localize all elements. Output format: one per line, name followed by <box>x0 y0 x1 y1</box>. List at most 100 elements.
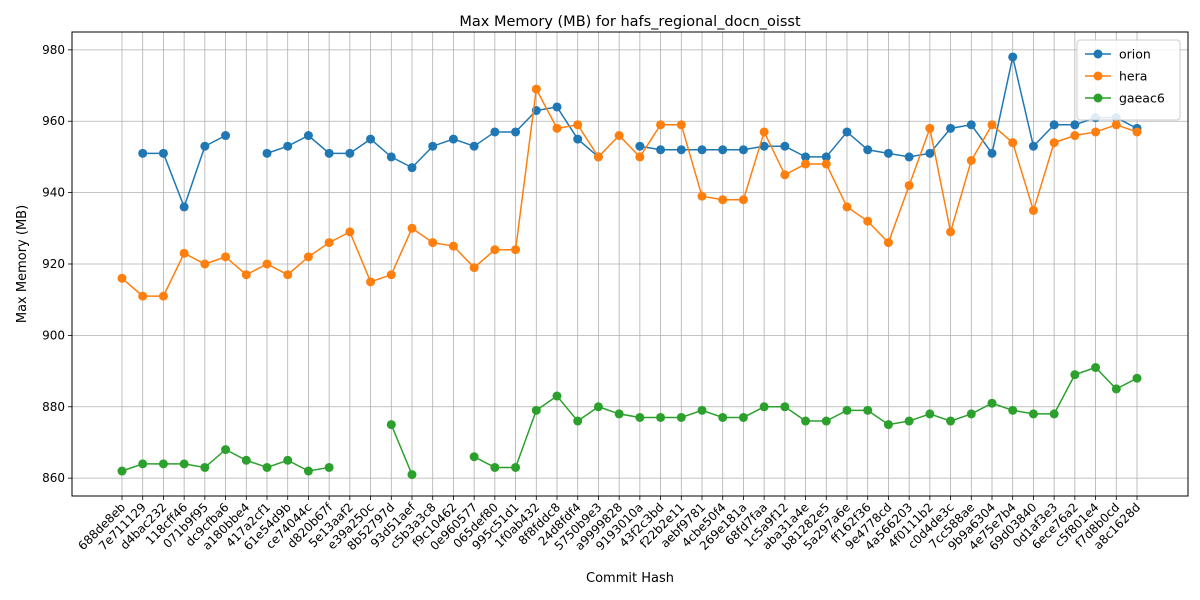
data-point-orion <box>946 123 956 133</box>
data-point-hera <box>718 195 728 205</box>
data-point-hera <box>158 291 168 301</box>
chart-title: Max Memory (MB) for hafs_regional_docn_o… <box>459 14 801 30</box>
data-point-gaeac6 <box>883 420 893 430</box>
data-point-gaeac6 <box>1049 409 1059 419</box>
data-point-orion <box>138 148 148 158</box>
data-point-hera <box>966 155 976 165</box>
data-point-gaeac6 <box>324 462 334 472</box>
data-point-gaeac6 <box>1028 409 1038 419</box>
data-point-orion <box>324 148 334 158</box>
data-point-gaeac6 <box>221 445 231 455</box>
data-point-hera <box>842 202 852 212</box>
data-point-hera <box>1091 127 1101 137</box>
data-point-orion <box>366 134 376 144</box>
data-point-orion <box>179 202 189 212</box>
data-point-orion <box>448 134 458 144</box>
data-point-hera <box>221 252 231 262</box>
legend-marker <box>1093 71 1103 81</box>
legend-item-orion: orion <box>1085 47 1151 62</box>
series-line-gaeac6 <box>390 424 413 475</box>
data-point-hera <box>283 270 293 280</box>
data-point-hera <box>490 245 500 255</box>
data-point-orion <box>759 141 769 151</box>
data-point-orion <box>1049 120 1059 130</box>
data-point-hera <box>179 248 189 258</box>
data-point-orion <box>904 152 914 162</box>
data-point-gaeac6 <box>303 466 313 476</box>
data-point-gaeac6 <box>552 391 562 401</box>
y-tick-label: 940 <box>42 186 65 200</box>
data-point-gaeac6 <box>635 412 645 422</box>
data-point-gaeac6 <box>1008 405 1018 415</box>
data-point-orion <box>842 127 852 137</box>
data-point-gaeac6 <box>1091 363 1101 373</box>
y-tick-label: 880 <box>42 400 65 414</box>
data-point-gaeac6 <box>925 409 935 419</box>
legend-marker <box>1093 93 1103 103</box>
y-tick-label: 860 <box>42 471 65 485</box>
data-point-orion <box>221 131 231 141</box>
y-tick-label: 960 <box>42 114 65 128</box>
legend: orion hera gaeac6 <box>1076 39 1181 121</box>
data-point-orion <box>1070 120 1080 130</box>
data-point-orion <box>821 152 831 162</box>
data-point-orion <box>469 141 479 151</box>
data-point-gaeac6 <box>946 416 956 426</box>
data-point-gaeac6 <box>200 462 210 472</box>
data-point-gaeac6 <box>386 420 396 430</box>
data-point-gaeac6 <box>821 416 831 426</box>
data-point-gaeac6 <box>842 405 852 415</box>
data-point-orion <box>697 145 707 155</box>
data-point-hera <box>117 273 127 283</box>
data-point-gaeac6 <box>573 416 583 426</box>
data-point-orion <box>801 152 811 162</box>
data-point-hera <box>614 131 624 141</box>
data-point-gaeac6 <box>407 470 417 480</box>
data-point-orion <box>490 127 500 137</box>
data-point-hera <box>656 120 666 130</box>
data-point-gaeac6 <box>283 455 293 465</box>
data-point-gaeac6 <box>1132 373 1142 383</box>
data-point-gaeac6 <box>780 402 790 412</box>
data-point-orion <box>780 141 790 151</box>
data-point-gaeac6 <box>738 412 748 422</box>
legend-label: orion <box>1119 47 1151 62</box>
legend-label: hera <box>1119 69 1147 84</box>
data-point-orion <box>1008 52 1018 62</box>
legend-label: gaeac6 <box>1119 91 1165 106</box>
data-point-hera <box>573 120 583 130</box>
data-point-orion <box>386 152 396 162</box>
data-point-orion <box>158 148 168 158</box>
data-point-hera <box>904 180 914 190</box>
data-point-gaeac6 <box>656 412 666 422</box>
y-tick-label: 900 <box>42 328 65 342</box>
data-point-hera <box>511 245 521 255</box>
data-point-hera <box>531 84 541 94</box>
legend-marker <box>1093 49 1103 59</box>
data-point-hera <box>925 123 935 133</box>
data-point-hera <box>801 159 811 169</box>
legend-item-hera: hera <box>1085 69 1147 84</box>
data-point-orion <box>656 145 666 155</box>
data-point-gaeac6 <box>469 452 479 462</box>
data-point-gaeac6 <box>158 459 168 469</box>
y-tick-label: 920 <box>42 257 65 271</box>
data-point-orion <box>738 145 748 155</box>
data-point-hera <box>407 223 417 233</box>
data-point-gaeac6 <box>966 409 976 419</box>
data-point-hera <box>1070 131 1080 141</box>
data-point-hera <box>863 216 873 226</box>
data-point-hera <box>883 238 893 248</box>
data-point-hera <box>987 120 997 130</box>
data-point-hera <box>1028 205 1038 215</box>
data-point-hera <box>635 152 645 162</box>
data-point-gaeac6 <box>262 462 272 472</box>
data-point-gaeac6 <box>904 416 914 426</box>
data-point-hera <box>303 252 313 262</box>
x-axis-title: Commit Hash <box>586 571 674 586</box>
data-point-orion <box>863 145 873 155</box>
data-point-gaeac6 <box>179 459 189 469</box>
data-point-hera <box>1111 120 1121 130</box>
data-point-gaeac6 <box>117 466 127 476</box>
